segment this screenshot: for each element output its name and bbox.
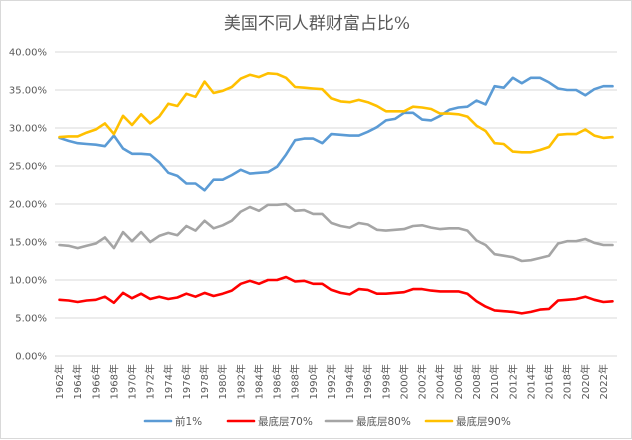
legend-label: 最底层80%	[356, 415, 411, 428]
x-tick-label: 1974年	[162, 364, 175, 399]
x-tick-label: 1980年	[216, 364, 229, 399]
x-tick-label: 2018年	[561, 364, 574, 399]
legend-label: 最底层70%	[258, 415, 313, 428]
x-tick-label: 2006年	[452, 364, 465, 399]
x-tick-label: 1986年	[271, 364, 284, 399]
chart-title: 美国不同人群财富占比%	[223, 14, 411, 34]
x-tick-label: 2010年	[488, 364, 501, 399]
x-tick-label: 2000年	[397, 364, 410, 399]
x-tick-label: 2022年	[597, 364, 610, 399]
x-tick-label: 1976年	[180, 364, 193, 399]
x-tick-label: 1962年	[53, 364, 66, 399]
series-line	[58, 72, 614, 154]
y-tick-label: 15.00%	[9, 238, 47, 249]
y-axis-tick-labels: 0.00% 5.00% 10.00% 15.00% 20.00% 25.00% 30.00%…	[9, 48, 47, 363]
x-tick-label: 1966年	[89, 364, 102, 399]
y-tick-label: 0.00%	[15, 352, 47, 363]
x-tick-label: 2014年	[524, 364, 537, 399]
x-tick-label: 1964年	[71, 364, 84, 399]
x-tick-label: 2004年	[434, 364, 447, 399]
x-tick-label: 1998年	[379, 364, 392, 399]
y-tick-label: 10.00%	[9, 276, 47, 287]
x-tick-label: 2008年	[470, 364, 483, 399]
x-tick-label: 1970年	[126, 364, 139, 399]
series-line	[58, 76, 614, 192]
x-tick-label: 1968年	[107, 364, 120, 399]
y-tick-label: 35.00%	[9, 86, 47, 97]
x-tick-label: 2020年	[579, 364, 592, 399]
x-tick-label: 1972年	[144, 364, 157, 399]
x-tick-label: 1992年	[325, 364, 338, 399]
x-tick-label: 1978年	[198, 364, 211, 399]
legend: 前1% 最底层70% 最底层80% 最底层90%	[143, 415, 511, 428]
x-tick-label: 1996年	[361, 364, 374, 399]
x-tick-label: 1988年	[289, 364, 302, 399]
y-tick-label: 5.00%	[15, 314, 47, 325]
series-line	[58, 275, 614, 315]
x-tick-label: 2016年	[543, 364, 556, 399]
gridlines	[55, 51, 617, 357]
legend-label: 前1%	[175, 415, 202, 428]
series-line	[58, 202, 614, 263]
series-lines	[58, 72, 614, 315]
x-tick-label: 1994年	[343, 364, 356, 399]
x-axis-tick-labels: 1962年 1964年 1966年 1968年 1970年 1972年 1974年 1976年…	[53, 364, 610, 399]
legend-label: 最底层90%	[456, 415, 511, 428]
x-tick-label: 1990年	[307, 364, 320, 399]
y-tick-label: 20.00%	[9, 200, 47, 211]
x-tick-label: 1984年	[252, 364, 265, 399]
x-tick-label: 1982年	[234, 364, 247, 399]
y-tick-label: 30.00%	[9, 124, 47, 135]
x-tick-label: 2002年	[416, 364, 429, 399]
x-tick-label: 2012年	[506, 364, 519, 399]
y-tick-label: 25.00%	[9, 162, 47, 173]
y-tick-label: 40.00%	[9, 48, 47, 59]
